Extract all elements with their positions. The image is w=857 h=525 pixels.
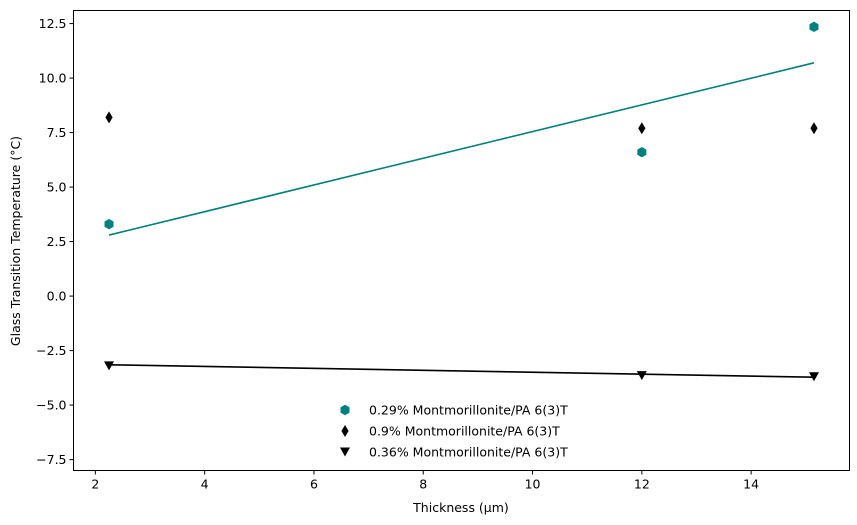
y-tick-label: −5.0	[36, 398, 66, 413]
y-tick-label: 0.0	[47, 289, 67, 304]
data-point-series-1-2	[637, 147, 647, 158]
y-tick-label: 5.0	[47, 180, 67, 195]
y-tick-label: 2.5	[47, 234, 67, 249]
x-tick-label: 4	[201, 477, 209, 492]
y-axis: −7.5 −5.0 −2.5 0.0 2.5 5.0 7.5 10.0 12.5	[36, 16, 74, 467]
legend: 0.29% Montmorillonite/PA 6(3)T 0.9% Montm…	[340, 403, 568, 460]
x-tick-label: 12	[634, 477, 650, 492]
x-tick-label: 14	[743, 477, 759, 492]
data-point-series-3-1	[104, 361, 115, 371]
legend-label-series-3: 0.36% Montmorillonite/PA 6(3)T	[369, 445, 568, 460]
data-point-series-3-2	[636, 371, 647, 381]
y-tick-label: 12.5	[39, 16, 67, 31]
fit-line-series-3	[109, 363, 814, 378]
legend-marker-series-1	[340, 404, 350, 416]
data-point-series-3-3	[808, 372, 819, 382]
data-point-series-2-2	[638, 122, 646, 135]
data-point-series-1-1	[104, 218, 114, 230]
x-tick-label: 8	[419, 477, 427, 492]
data-point-series-1-3	[809, 21, 819, 33]
data-point-series-2-3	[810, 122, 818, 135]
x-tick-label: 2	[91, 477, 99, 492]
x-axis: 2 4 6 8 10 12 14	[91, 470, 759, 492]
y-tick-label: −7.5	[36, 452, 66, 467]
x-tick-label: 10	[525, 477, 541, 492]
y-tick-label: −2.5	[36, 343, 66, 358]
y-tick-label: 7.5	[47, 125, 67, 140]
fit-lines	[108, 62, 815, 378]
legend-marker-series-2	[341, 425, 349, 437]
legend-label-series-2: 0.9% Montmorillonite/PA 6(3)T	[369, 424, 560, 439]
x-tick-label: 6	[310, 477, 318, 492]
plot-frame	[73, 10, 850, 471]
data-point-series-2-1	[105, 111, 113, 124]
fit-line-series-1	[108, 62, 815, 236]
plot-background	[73, 10, 850, 471]
legend-marker-series-3	[340, 447, 350, 457]
y-axis-label: Glass Transition Temperature (°C)	[8, 136, 23, 346]
legend-label-series-1: 0.29% Montmorillonite/PA 6(3)T	[369, 403, 568, 418]
y-tick-label: 10.0	[39, 71, 67, 86]
x-axis-label: Thickness (μm)	[412, 500, 509, 515]
data-points	[104, 21, 819, 382]
